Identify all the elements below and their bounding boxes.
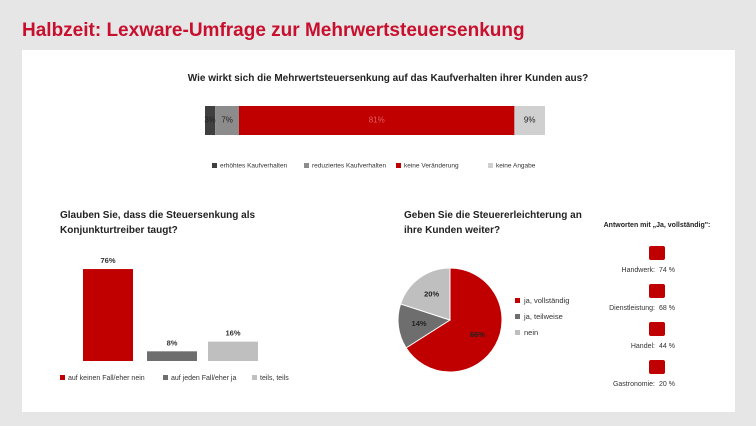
value-label: 7% bbox=[221, 116, 233, 125]
bar-segment bbox=[215, 106, 239, 135]
bar bbox=[83, 269, 133, 361]
legend-label: auf jeden Fall/eher ja bbox=[171, 375, 236, 382]
value-label: 8% bbox=[167, 338, 178, 347]
list-value: 74 % bbox=[659, 267, 675, 274]
chart-title: Geben Sie die Steuererleichterung an ihr… bbox=[404, 210, 582, 236]
legend-swatch bbox=[304, 163, 309, 168]
legend-label: reduziertes Kaufverhalten bbox=[312, 163, 386, 170]
legend-swatch bbox=[212, 163, 217, 168]
page-title: Halbzeit: Lexware-Umfrage zur Mehrwertst… bbox=[22, 20, 525, 41]
value-label: 76% bbox=[100, 256, 115, 265]
legend-label: erhöhtes Kaufverhalten bbox=[220, 163, 288, 170]
legend-swatch bbox=[515, 314, 520, 319]
legend-label: teils, teils bbox=[260, 375, 289, 382]
list-label: Dienstleistung: bbox=[609, 305, 655, 312]
legend-swatch bbox=[396, 163, 401, 168]
list-label: Handwerk: bbox=[622, 267, 656, 274]
value-label: 66% bbox=[470, 330, 485, 339]
bar bbox=[208, 341, 258, 361]
icon bbox=[649, 246, 665, 260]
value-label: 3% bbox=[204, 116, 216, 125]
bar-segment bbox=[205, 106, 216, 135]
list-value: 20 % bbox=[659, 381, 675, 388]
legend-label: keine Veränderung bbox=[404, 163, 459, 170]
icon bbox=[649, 322, 665, 336]
pie-slice bbox=[405, 267, 503, 373]
list-value: 44 % bbox=[659, 343, 675, 350]
pie-slice bbox=[399, 267, 451, 321]
list-value: 68 % bbox=[659, 305, 675, 312]
value-label: 20% bbox=[424, 290, 439, 299]
list-label: Handel: bbox=[631, 343, 655, 350]
value-label: 14% bbox=[412, 319, 427, 328]
legend-swatch bbox=[515, 298, 520, 303]
legend-swatch bbox=[488, 163, 493, 168]
legend-swatch bbox=[163, 375, 168, 380]
bar-segment bbox=[239, 106, 515, 135]
icon bbox=[649, 284, 665, 298]
list-label: Gastronomie: bbox=[613, 381, 655, 388]
legend-label: nein bbox=[524, 328, 538, 337]
legend-label: ja, vollständig bbox=[523, 296, 569, 305]
chart-title: Wie wirkt sich die Mehrwertsteuersenkung… bbox=[187, 73, 589, 84]
legend-swatch bbox=[252, 375, 257, 380]
legend-swatch bbox=[60, 375, 65, 380]
bar-segment bbox=[514, 106, 545, 135]
value-label: 16% bbox=[225, 329, 240, 338]
legend-label: keine Angabe bbox=[496, 163, 536, 170]
chart-title: Glauben Sie, dass die Steuersenkung als … bbox=[60, 210, 256, 236]
bar bbox=[147, 351, 197, 361]
legend-label: auf keinen Fall/eher nein bbox=[68, 375, 145, 382]
value-label: 81% bbox=[369, 116, 385, 125]
icon bbox=[649, 360, 665, 374]
value-label: 9% bbox=[524, 116, 536, 125]
legend-swatch bbox=[515, 330, 520, 335]
list-title: Antworten mit „Ja, vollständig": bbox=[603, 222, 711, 229]
legend-label: ja, teilweise bbox=[523, 312, 563, 321]
